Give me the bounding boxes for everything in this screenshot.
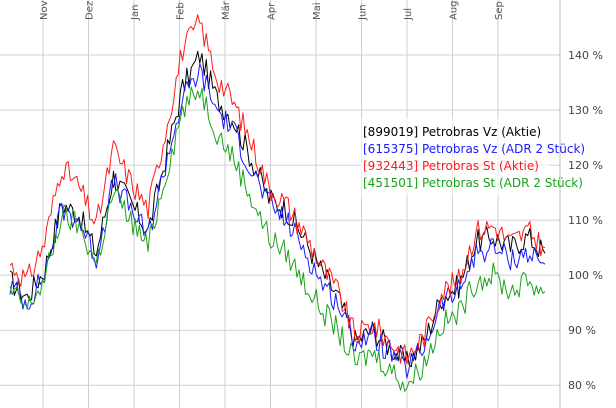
x-tick-label: Jul (403, 8, 414, 21)
x-tick-label: Apr (267, 2, 278, 20)
legend-item: [899019] Petrobras Vz (Aktie) (363, 125, 541, 139)
legend: [899019] Petrobras Vz (Aktie) [615375] Pe… (360, 118, 585, 196)
x-tick-label: Nov (39, 0, 50, 20)
grid-lines (0, 0, 561, 408)
y-tick-label: 100 % (568, 269, 603, 282)
x-tick-label: Feb (176, 2, 187, 20)
y-tick-label: 120 % (568, 159, 603, 172)
x-tick-label: Jan (130, 5, 141, 21)
series-line (9, 14, 546, 365)
x-tick-label: Aug (449, 0, 460, 20)
legend-item: [932443] Petrobras St (Aktie) (363, 159, 539, 173)
y-axis-labels: 80 % 90 % 100 % 110 % 120 % 130 % 140 % (568, 49, 603, 392)
x-tick-label: Jun (358, 4, 369, 21)
x-tick-label: Mai (312, 2, 323, 20)
y-tick-label: 90 % (568, 324, 596, 337)
y-tick-label: 80 % (568, 379, 596, 392)
x-tick-label: Mär (221, 0, 232, 20)
x-axis-labels: Nov Dez Jan Feb Mär Apr Mai Jun Jul Aug Sep (39, 0, 505, 21)
x-tick-label: Sep (494, 1, 505, 20)
y-tick-label: 140 % (568, 49, 603, 62)
series-line (9, 86, 546, 392)
legend-item: [615375] Petrobras Vz (ADR 2 Stück) (363, 142, 585, 156)
y-tick-label: 110 % (568, 214, 603, 227)
x-tick-label: Dez (85, 1, 96, 20)
legend-item: [451501] Petrobras St (ADR 2 Stück) (363, 176, 583, 190)
series-lines (9, 14, 546, 392)
legend-background (360, 118, 550, 196)
y-tick-label: 130 % (568, 104, 603, 117)
